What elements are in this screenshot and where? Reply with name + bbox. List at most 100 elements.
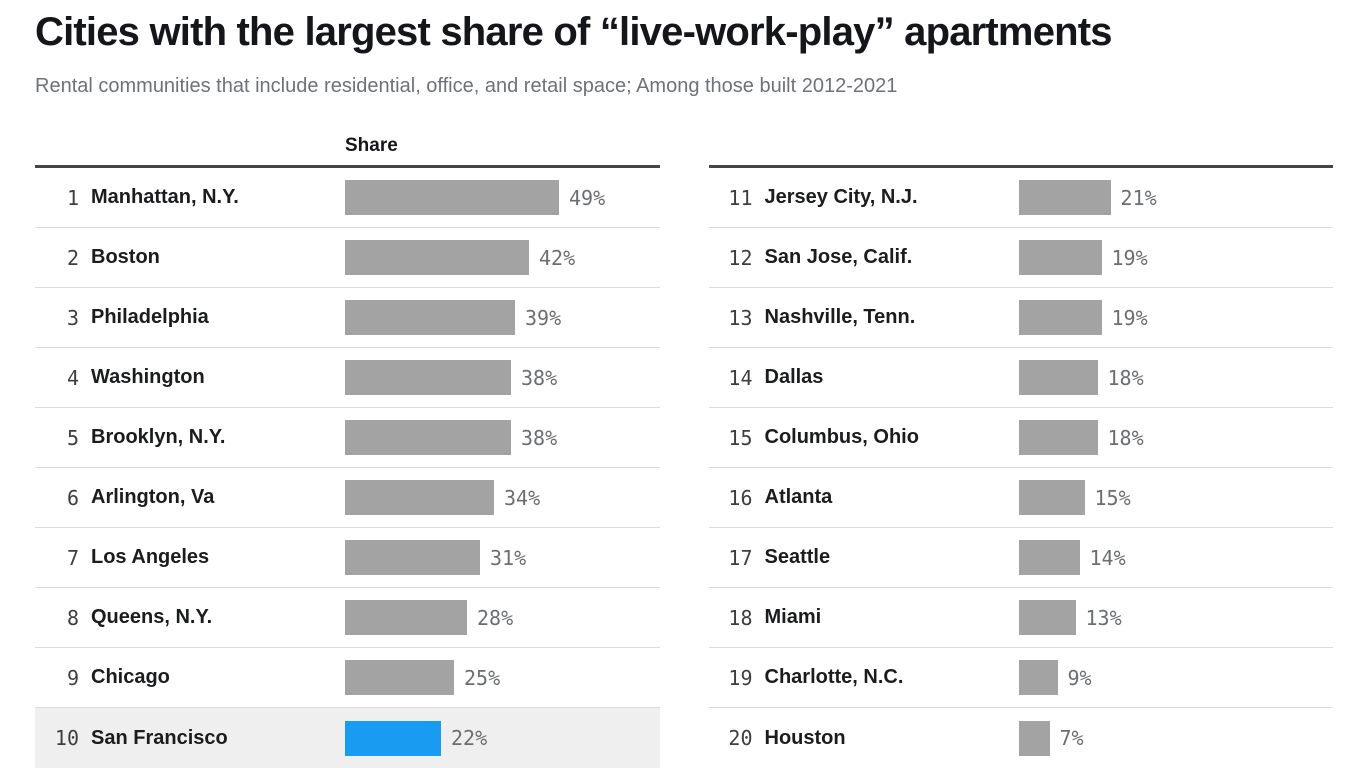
bar-zone: 22% (345, 720, 660, 756)
rank-label: 2 (66, 245, 79, 270)
rank-label: 6 (66, 485, 79, 510)
share-value-label: 14% (1089, 545, 1126, 570)
share-value-label: 34% (504, 485, 541, 510)
share-value-label: 22% (451, 726, 488, 750)
rank-label: 11 (728, 185, 753, 210)
bar-zone: 21% (1018, 180, 1334, 215)
bar-zone: 42% (345, 240, 660, 275)
rank-label: 7 (66, 545, 79, 570)
city-label: Queens, N.Y. (91, 606, 213, 628)
share-value-label: 38% (521, 365, 558, 390)
share-value-label: 38% (521, 425, 558, 450)
city-label: Manhattan, N.Y. (91, 186, 239, 208)
share-value-label: 31% (490, 545, 527, 570)
bar-zone: 14% (1018, 540, 1334, 575)
table-row: 4 Washington 38% (35, 348, 660, 408)
rank-table-left-rows: 1 Manhattan, N.Y. 49% 2 Boston 42% 3 Phi… (35, 168, 660, 768)
city-label: Seattle (764, 546, 831, 568)
share-bar (345, 660, 454, 695)
share-bar (1018, 360, 1098, 395)
table-row: 10 San Francisco 22% (35, 708, 660, 768)
rank-label: 18 (728, 605, 753, 630)
chart-subtitle: Rental communities that include resident… (35, 75, 898, 97)
share-value-label: 9% (1067, 665, 1092, 690)
rank-table-left: Share 1 Manhattan, N.Y. 49% 2 Boston 42%… (35, 126, 660, 768)
bar-zone: 31% (345, 540, 660, 575)
share-bar (1018, 660, 1058, 695)
rank-label: 1 (66, 185, 79, 210)
city-label: Philadelphia (91, 306, 209, 328)
share-column-header-spacer (708, 126, 1333, 168)
bar-zone: 38% (345, 360, 660, 395)
rank-label: 13 (728, 305, 753, 330)
share-bar (345, 600, 467, 635)
city-label: San Francisco (91, 726, 228, 749)
share-value-label: 18% (1107, 425, 1144, 450)
share-bar (345, 300, 515, 335)
bar-zone: 19% (1018, 300, 1334, 335)
share-bar (1018, 240, 1102, 275)
rank-label: 5 (66, 425, 79, 450)
share-column-header-label: Share (345, 135, 398, 156)
share-bar (1018, 540, 1080, 575)
rank-label: 16 (728, 485, 753, 510)
share-value-label: 21% (1120, 185, 1157, 210)
rank-label: 4 (66, 365, 79, 390)
rank-label: 8 (66, 605, 79, 630)
table-row: 2 Boston 42% (35, 228, 660, 288)
share-value-label: 7% (1059, 726, 1084, 750)
bar-zone: 18% (1018, 420, 1334, 455)
rank-table-right: 11 Jersey City, N.J. 21% 12 San Jose, Ca… (708, 126, 1334, 768)
bar-zone: 15% (1018, 480, 1334, 515)
rank-label: 17 (728, 545, 753, 570)
city-label: Columbus, Ohio (764, 426, 919, 448)
bar-zone: 28% (345, 600, 660, 635)
table-row: 1 Manhattan, N.Y. 49% (35, 168, 660, 228)
table-row: 11 Jersey City, N.J. 21% (708, 168, 1334, 228)
table-row: 14 Dallas 18% (708, 348, 1333, 408)
rank-label: 19 (728, 665, 753, 690)
bar-zone: 13% (1018, 600, 1334, 635)
share-column-header: Share (35, 126, 660, 168)
bar-zone: 9% (1018, 660, 1334, 695)
share-bar (345, 720, 441, 756)
table-row: 3 Philadelphia 39% (35, 288, 660, 348)
share-bar (345, 180, 559, 215)
table-row: 5 Brooklyn, N.Y. 38% (35, 408, 660, 468)
city-label: Atlanta (764, 486, 833, 508)
city-label: Brooklyn, N.Y. (91, 426, 226, 448)
table-row: 13 Nashville, Tenn. 19% (708, 288, 1334, 348)
city-label: Chicago (91, 666, 170, 688)
table-row: 6 Arlington, Va 34% (35, 468, 660, 528)
share-bar (1018, 600, 1076, 635)
share-bar (345, 240, 529, 275)
chart-title: Cities with the largest share of “live-w… (35, 10, 1113, 54)
share-value-label: 18% (1107, 365, 1144, 390)
bar-zone: 25% (345, 660, 660, 695)
share-bar (345, 360, 511, 395)
bar-zone: 38% (345, 420, 660, 455)
rank-label: 12 (728, 245, 753, 270)
table-row: 16 Atlanta 15% (708, 468, 1334, 528)
table-row: 19 Charlotte, N.C. 9% (708, 648, 1334, 708)
share-value-label: 15% (1094, 485, 1131, 510)
table-row: 18 Miami 13% (708, 588, 1334, 648)
city-label: Los Angeles (91, 546, 210, 568)
city-label: Boston (91, 246, 160, 268)
share-value-label: 19% (1111, 305, 1148, 330)
city-label: Nashville, Tenn. (764, 306, 916, 328)
share-bar (345, 480, 494, 515)
bar-zone: 7% (1018, 720, 1334, 756)
city-label: Washington (91, 366, 205, 388)
city-label: Houston (764, 726, 846, 749)
table-row: 7 Los Angeles 31% (35, 528, 660, 588)
share-bar (1018, 480, 1085, 515)
city-label: Miami (764, 606, 822, 628)
city-label: San Jose, Calif. (764, 246, 913, 268)
share-bar (1018, 180, 1111, 215)
share-value-label: 19% (1111, 245, 1148, 270)
table-row: 15 Columbus, Ohio 18% (708, 408, 1334, 468)
city-label: Charlotte, N.C. (764, 666, 904, 688)
share-value-label: 39% (525, 305, 562, 330)
table-row: 17 Seattle 14% (708, 528, 1334, 588)
